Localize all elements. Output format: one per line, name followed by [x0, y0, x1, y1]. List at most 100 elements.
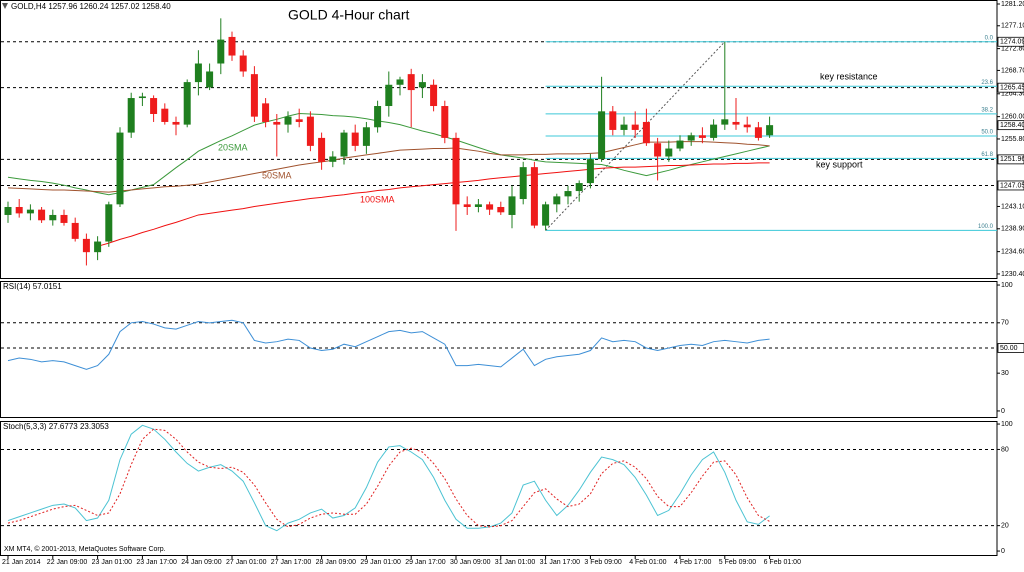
candle-body: [250, 74, 258, 117]
candle-body: [172, 121, 180, 125]
candle-body: [49, 214, 57, 221]
y-tick-label: 1264.30: [1001, 91, 1024, 98]
candle-body: [710, 124, 718, 138]
y-tick-label: 1281.20: [1001, 1, 1024, 8]
candle-body: [676, 140, 684, 149]
price-marker: [997, 36, 1024, 47]
y-tick-label: 100: [1001, 421, 1013, 428]
candle-body: [508, 196, 516, 215]
x-tick-label: 5 Feb 09:00: [719, 559, 756, 566]
candle-body: [474, 204, 482, 207]
series-label: 100SMA: [360, 194, 395, 204]
y-tick-label: 0: [1001, 548, 1005, 555]
x-tick-label: 3 Feb 09:00: [584, 559, 621, 566]
candle-body: [138, 96, 146, 99]
y-tick-label: 20: [1001, 522, 1009, 529]
price-marker-label: 1265.45: [1000, 85, 1024, 92]
price-marker: [997, 82, 1024, 93]
candle-body: [60, 214, 68, 223]
price-marker: [997, 343, 1024, 353]
candle-body: [161, 108, 169, 122]
candle-body: [687, 135, 695, 141]
candle-body: [71, 222, 79, 239]
candle-body: [26, 209, 34, 214]
candle-body: [497, 206, 505, 213]
candle-body: [351, 132, 359, 146]
candle-body: [698, 135, 706, 138]
symbol-icon: [2, 3, 8, 9]
x-tick-label: 31 Jan 17:00: [540, 559, 581, 566]
y-tick-label: 70: [1001, 320, 1009, 327]
candle-body: [452, 137, 460, 205]
y-tick-label: 0: [1001, 408, 1005, 415]
candle-body: [542, 204, 550, 226]
candle-body: [665, 148, 673, 157]
candle-body: [396, 79, 404, 85]
candle-body: [586, 159, 594, 184]
price-marker: [997, 120, 1024, 131]
candle-body: [564, 191, 572, 197]
fib-label: 50.0: [981, 130, 993, 136]
candle-body: [766, 125, 774, 136]
x-tick-label: 24 Jan 09:00: [181, 559, 222, 566]
series-label: 20SMA: [218, 142, 248, 152]
candle-body: [340, 132, 348, 157]
candle-body: [127, 98, 135, 133]
candle-body: [228, 36, 236, 56]
y-tick-label: 1272.80: [1001, 45, 1024, 52]
y-tick-label: 1234.60: [1001, 248, 1024, 255]
x-tick-label: 29 Jan 01:00: [360, 559, 401, 566]
rsi-title: RSI(14) 57.0151: [3, 282, 62, 291]
candle-body: [194, 63, 202, 83]
stoch-title: Stoch(5,3,3) 27.6773 23.3053: [3, 422, 109, 431]
candle-body: [150, 98, 158, 114]
price-marker: [997, 154, 1024, 165]
x-tick-label: 27 Jan 17:00: [271, 559, 312, 566]
y-tick-label: 1268.70: [1001, 67, 1024, 74]
candle-body: [374, 106, 382, 128]
x-tick-label: 31 Jan 01:00: [495, 559, 536, 566]
indicator-line: [7, 428, 770, 528]
y-tick-label: 1277.10: [1001, 23, 1024, 30]
x-tick-label: 23 Jan 01:00: [92, 559, 133, 566]
y-tick-label: 80: [1001, 446, 1009, 453]
x-tick-label: 6 Feb 01:00: [764, 559, 801, 566]
price-marker-label: 1274.09: [1000, 39, 1024, 46]
candle-body: [183, 82, 191, 125]
candle-body: [217, 39, 225, 64]
fib-label: 23.6: [981, 80, 993, 86]
panel-frame: [0, 281, 998, 418]
chart-header: GOLD,H4 1257.96 1260.24 1257.02 1258.40: [11, 2, 171, 11]
y-tick-label: 1243.10: [1001, 203, 1024, 210]
x-tick-label: 23 Jan 17:00: [136, 559, 177, 566]
candle-body: [519, 167, 527, 200]
candle-body: [38, 209, 46, 221]
candle-body: [609, 111, 617, 130]
copyright: XM MT4, © 2001-2013, MetaQuotes Software…: [4, 545, 166, 553]
candle-body: [631, 124, 639, 130]
candle-body: [642, 121, 650, 144]
panel-frame: [0, 421, 998, 556]
indicator-line: [7, 319, 770, 370]
price-marker-label: 1247.05: [1000, 182, 1024, 189]
fib-label: 61.8: [981, 152, 993, 158]
candle-body: [239, 55, 247, 72]
fib-label: 38.2: [981, 107, 993, 113]
x-tick-label: 29 Jan 17:00: [405, 559, 446, 566]
candle-body: [15, 206, 23, 214]
indicator-line: [7, 424, 770, 532]
candle-body: [362, 127, 370, 146]
candle-body: [82, 238, 90, 253]
candle-body: [284, 116, 292, 125]
candle-body: [407, 74, 415, 91]
price-marker-label: 1258.40: [1000, 122, 1024, 129]
annotation: key resistance: [820, 71, 878, 81]
price-marker-label: 50.00: [1000, 345, 1018, 352]
y-tick-label: 1260.00: [1001, 113, 1024, 120]
candle-body: [743, 124, 751, 128]
candle-body: [463, 204, 471, 207]
candle-body: [754, 127, 762, 138]
x-tick-label: 30 Jan 09:00: [450, 559, 491, 566]
candle-body: [418, 82, 426, 88]
